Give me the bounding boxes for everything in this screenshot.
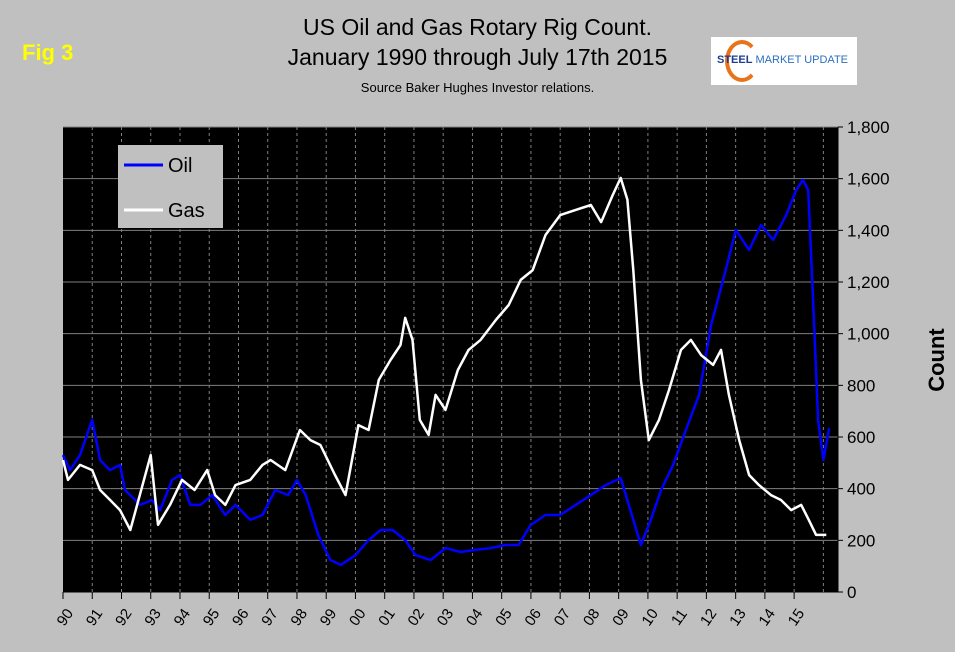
x-tick-label: 13 [726,606,749,629]
logo-text-bold: STEEL [717,54,753,66]
series-line-gas [61,176,827,537]
x-tick-label: 15 [785,606,808,629]
x-tick-label: 91 [83,606,106,629]
x-tick-label: 90 [54,606,77,629]
y-tick-label: 1,200 [847,273,890,292]
y-tick-label: 1,600 [847,170,890,189]
logo-arc-icon [725,40,759,82]
x-tick-label: 05 [492,606,515,629]
x-tick-label: 99 [317,606,340,629]
x-tick-label: 97 [258,606,281,629]
legend-label-gas: Gas [168,200,205,222]
y-axis-label: Count [924,328,949,392]
x-tick-label: 95 [200,606,223,629]
x-tick-label: 03 [434,606,457,629]
x-tick-label: 93 [141,606,164,629]
y-tick-label: 800 [847,376,875,395]
x-tick-label: 12 [697,606,720,629]
y-tick-label: 1,000 [847,325,890,344]
x-tick-label: 92 [112,606,135,629]
x-tick-label: 10 [638,606,661,629]
chart-source: Source Baker Hughes Investor relations. [360,80,595,95]
x-tick-label: 06 [521,606,544,629]
x-tick-label: 96 [229,606,252,629]
x-tick-label: 98 [288,606,311,629]
x-tick-label: 04 [463,606,486,629]
steel-market-update-logo: STEEL MARKET UPDATE [711,37,857,85]
figure-label: Fig 3 [22,40,74,65]
y-tick-label: 1,800 [847,118,890,137]
y-tick-label: 1,400 [847,221,890,240]
chart-title: US Oil and Gas Rotary Rig Count. [303,14,652,40]
y-tick-label: 400 [847,480,875,499]
legend-label-oil: Oil [168,155,192,177]
x-tick-label: 02 [405,606,428,629]
legend [118,145,223,228]
x-tick-label: 00 [346,606,369,629]
x-tick-label: 94 [171,606,194,629]
x-tick-label: 14 [755,606,778,629]
series-line-oil [61,178,831,567]
chart-subtitle: January 1990 through July 17th 2015 [287,44,668,70]
x-tick-label: 11 [668,606,691,629]
logo-text: MARKET UPDATE [755,54,849,66]
y-tick-label: 0 [847,583,856,602]
y-tick-label: 600 [847,428,875,447]
y-tick-label: 200 [847,531,875,550]
x-tick-label: 08 [580,606,603,629]
x-tick-label: 07 [551,606,574,629]
x-tick-label: 09 [609,606,632,629]
x-tick-label: 01 [375,606,398,629]
